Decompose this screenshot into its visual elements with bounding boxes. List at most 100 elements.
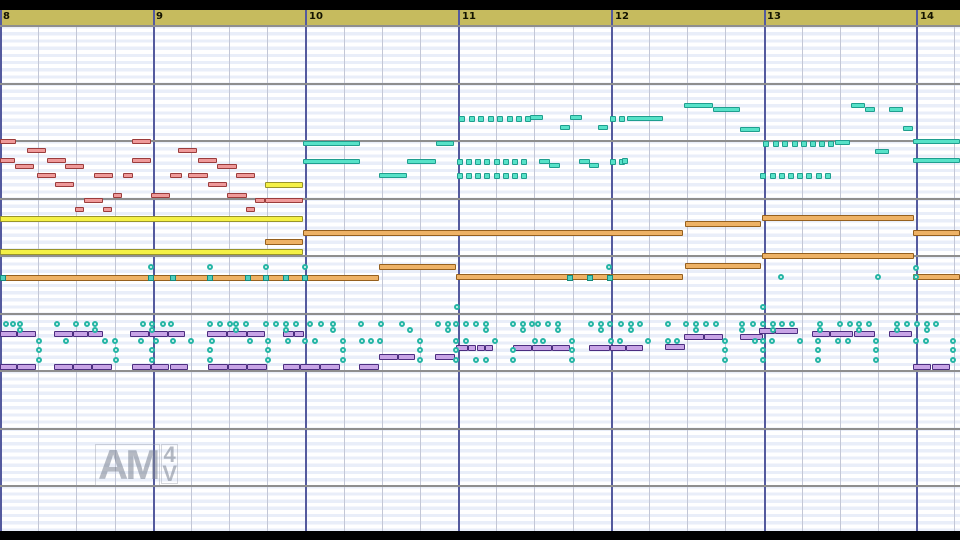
midi-note-purple[interactable] <box>775 328 798 334</box>
percussion-hit-ring[interactable] <box>770 321 776 327</box>
midi-note-red[interactable] <box>94 173 113 178</box>
midi-note-red[interactable] <box>113 193 122 198</box>
percussion-hit-ring[interactable] <box>302 264 308 270</box>
percussion-hit-ring[interactable] <box>532 338 538 344</box>
percussion-hit-ring[interactable] <box>445 321 451 327</box>
midi-note-red[interactable] <box>188 173 208 178</box>
midi-note-red[interactable] <box>55 182 74 187</box>
midi-note-purple[interactable] <box>17 331 36 337</box>
percussion-hit-ring[interactable] <box>207 321 213 327</box>
percussion-hit-ring[interactable] <box>302 338 308 344</box>
percussion-hit-ring[interactable] <box>555 321 561 327</box>
percussion-hit-ring[interactable] <box>265 357 271 363</box>
percussion-hit-ring[interactable] <box>835 338 841 344</box>
percussion-hit-ring[interactable] <box>665 338 671 344</box>
percussion-hit-ring[interactable] <box>693 321 699 327</box>
midi-note-cyan-staccato[interactable] <box>484 173 490 179</box>
percussion-hit-ring[interactable] <box>618 321 624 327</box>
percussion-hit-ring[interactable] <box>815 338 821 344</box>
percussion-hit-ring[interactable] <box>473 321 479 327</box>
percussion-hit-ring[interactable] <box>529 321 535 327</box>
percussion-hit-ring[interactable] <box>265 338 271 344</box>
midi-note-cyan-staccato[interactable] <box>825 173 831 179</box>
percussion-hit-ring[interactable] <box>483 357 489 363</box>
percussion-hit-ring[interactable] <box>263 321 269 327</box>
percussion-hit-ring[interactable] <box>148 264 154 270</box>
midi-note-red[interactable] <box>84 198 103 203</box>
percussion-hit-ring[interactable] <box>92 327 98 333</box>
midi-note-red[interactable] <box>132 139 151 144</box>
midi-note-orange[interactable] <box>265 239 303 245</box>
timeline-ruler[interactable]: 8 9 10 11 12 13 14 <box>0 10 960 26</box>
midi-note-cyan-staccato[interactable] <box>521 159 527 165</box>
percussion-hit-ring[interactable] <box>913 338 919 344</box>
percussion-hit-ring[interactable] <box>399 321 405 327</box>
midi-note-cyan[interactable] <box>579 159 590 164</box>
midi-note-red[interactable] <box>47 158 66 163</box>
midi-note-purple[interactable] <box>830 331 853 337</box>
percussion-hit-square[interactable] <box>263 275 269 281</box>
percussion-hit-ring[interactable] <box>540 338 546 344</box>
percussion-hit-ring[interactable] <box>569 347 575 353</box>
midi-note-purple[interactable] <box>151 364 169 370</box>
midi-note-purple[interactable] <box>589 345 610 351</box>
percussion-hit-ring[interactable] <box>923 338 929 344</box>
midi-note-cyan-staccato[interactable] <box>484 159 490 165</box>
percussion-hit-ring[interactable] <box>628 321 634 327</box>
percussion-hit-ring[interactable] <box>368 338 374 344</box>
midi-note-purple[interactable] <box>889 331 912 337</box>
midi-note-orange[interactable] <box>303 230 683 236</box>
midi-note-cyan-staccato[interactable] <box>497 116 503 122</box>
percussion-hit-ring[interactable] <box>207 347 213 353</box>
percussion-hit-ring[interactable] <box>722 357 728 363</box>
percussion-hit-ring[interactable] <box>453 338 459 344</box>
midi-note-cyan-staccato[interactable] <box>797 173 803 179</box>
percussion-hit-ring[interactable] <box>606 264 612 270</box>
midi-note-purple[interactable] <box>149 331 168 337</box>
midi-note-cyan[interactable] <box>835 140 850 145</box>
midi-note-cyan-staccato[interactable] <box>475 173 481 179</box>
midi-note-cyan-staccato[interactable] <box>763 141 769 147</box>
midi-note-purple[interactable] <box>54 331 73 337</box>
midi-note-cyan-staccato[interactable] <box>792 141 798 147</box>
percussion-hit-square[interactable] <box>207 275 213 281</box>
midi-note-purple[interactable] <box>435 354 455 360</box>
midi-note-cyan-staccato[interactable] <box>806 173 812 179</box>
midi-note-cyan[interactable] <box>903 126 913 131</box>
percussion-hit-ring[interactable] <box>113 347 119 353</box>
measure-number[interactable]: 11 <box>462 11 476 22</box>
percussion-hit-ring[interactable] <box>263 264 269 270</box>
percussion-hit-ring[interactable] <box>318 321 324 327</box>
midi-note-purple[interactable] <box>532 345 552 351</box>
percussion-hit-ring[interactable] <box>330 321 336 327</box>
midi-note-purple[interactable] <box>665 344 685 350</box>
percussion-hit-ring[interactable] <box>417 347 423 353</box>
midi-note-purple[interactable] <box>17 364 36 370</box>
percussion-hit-ring[interactable] <box>160 321 166 327</box>
percussion-hit-ring[interactable] <box>463 338 469 344</box>
midi-note-cyan-staccato[interactable] <box>779 173 785 179</box>
midi-note-purple[interactable] <box>92 364 112 370</box>
percussion-hit-ring[interactable] <box>645 338 651 344</box>
percussion-hit-ring[interactable] <box>312 338 318 344</box>
percussion-hit-square[interactable] <box>0 275 6 281</box>
midi-note-cyan-staccato[interactable] <box>516 116 522 122</box>
midi-note-cyan-staccato[interactable] <box>619 116 625 122</box>
midi-note-purple[interactable] <box>228 364 247 370</box>
percussion-hit-ring[interactable] <box>789 321 795 327</box>
midi-note-red[interactable] <box>65 164 84 169</box>
midi-note-cyan[interactable] <box>875 149 889 154</box>
percussion-hit-square[interactable] <box>302 275 308 281</box>
percussion-hit-ring[interactable] <box>924 321 930 327</box>
percussion-hit-ring[interactable] <box>545 321 551 327</box>
percussion-hit-ring[interactable] <box>607 321 613 327</box>
midi-note-cyan-staccato[interactable] <box>503 173 509 179</box>
percussion-hit-ring[interactable] <box>285 338 291 344</box>
measure-number[interactable]: 13 <box>767 11 781 22</box>
midi-note-cyan-staccato[interactable] <box>610 116 616 122</box>
midi-note-purple[interactable] <box>684 334 704 340</box>
measure-number[interactable]: 9 <box>156 11 163 22</box>
percussion-hit-square[interactable] <box>148 275 154 281</box>
percussion-hit-ring[interactable] <box>637 321 643 327</box>
midi-note-cyan-staccato[interactable] <box>475 159 481 165</box>
